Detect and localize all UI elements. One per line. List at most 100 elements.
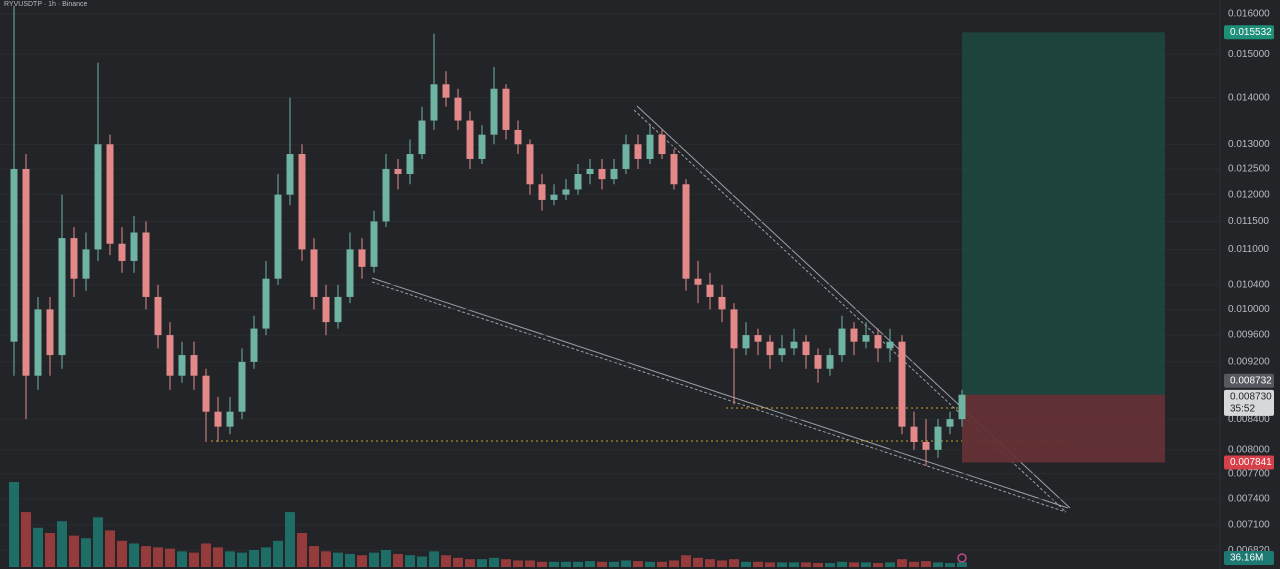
last-price-label: 0.008730 [1230,392,1272,403]
candle-body [742,335,750,349]
y-tick-label: 0.007700 [1228,469,1270,480]
volume-bar [225,551,235,567]
candle-body [574,174,582,190]
volume-bar [621,560,631,567]
candle-body [226,411,234,427]
volume-bar [957,562,967,567]
candle-body [754,335,762,342]
stop-label-box [1224,455,1274,470]
volume-bar [669,560,679,567]
volume-bar [141,546,151,567]
candle-body [610,168,618,180]
candle-body [334,296,342,323]
volume-bar [57,521,67,567]
volume-bar [873,563,883,567]
candle-body [130,232,138,261]
candle-body [82,249,90,279]
volume-bar [369,552,379,567]
volume-bar [453,557,463,567]
candle-body [538,184,546,200]
candle-body [802,341,810,356]
take-profit-label: 0.015532 [1230,27,1272,38]
volume-bar [801,562,811,567]
volume-bar [549,561,559,567]
candle-body [634,144,642,159]
candle-body [190,355,198,376]
indicator-icon[interactable] [957,553,967,563]
volume-bar [297,533,307,567]
volume-bar [861,562,871,567]
symbol-header: RYVUSDTP · 1h · Binance [4,1,87,8]
y-tick-label: 0.009600 [1228,330,1270,341]
candle-body [34,309,42,376]
take-profit-label-box [1224,25,1274,40]
volume-label-box [1224,551,1274,565]
volume-bar [465,559,475,567]
candle-body [658,134,666,155]
candle-body [214,411,222,427]
candle-body [418,120,426,155]
candle-body [790,341,798,349]
y-tick-label: 0.007400 [1228,494,1270,505]
candle-body [238,361,246,412]
candle-body [46,309,54,356]
volume-bar [885,562,895,567]
y-tick-label: 0.008000 [1228,444,1270,455]
volume-bar [177,551,187,567]
candle-body [562,189,570,195]
volume-bar [273,540,283,567]
volume-bar [537,561,547,567]
candle-body [202,375,210,412]
y-tick-label: 0.014000 [1228,92,1270,103]
entry-label-box [1224,373,1274,388]
candle-body [22,168,30,376]
volume-bar [165,548,175,567]
candle-body [670,154,678,185]
candle-body [262,278,270,329]
volume-bar [813,563,823,567]
volume-bar [585,561,595,567]
y-tick-label: 0.016000 [1228,8,1270,19]
volume-bar [261,547,271,567]
candle-body [10,168,18,342]
candle-body [826,355,834,369]
candle-body [454,97,462,121]
candle-body [70,238,78,279]
volume-bar [93,517,103,567]
volume-bar [945,563,955,567]
candle-body [886,341,894,349]
volume-bar [933,562,943,567]
candle-body [514,129,522,145]
volume-bar [489,557,499,567]
volume-bar [285,512,295,567]
volume-bar [597,561,607,567]
volume-bar [645,561,655,567]
candle-body [586,168,594,175]
candle-body [766,341,774,356]
volume-bar [69,535,79,567]
candle-body [874,335,882,349]
candle-body [178,355,186,376]
candle-body [910,426,918,443]
volume-bar [105,530,115,567]
candle-body [142,232,150,297]
candle-body [862,335,870,342]
trendline [371,281,1067,513]
candle-body [250,328,258,362]
candle-body [106,144,114,244]
volume-bar [789,562,799,567]
volume-bar [237,552,247,567]
candle-body [502,88,510,130]
candle-body [922,442,930,450]
volume-bar [21,512,31,567]
volume-bar [921,561,931,567]
candle-body [118,243,126,261]
volume-bar [9,482,19,567]
candle-body [274,194,282,279]
candle-body [358,249,366,267]
volume-bar [249,550,259,567]
volume-bar [825,563,835,567]
candle-body [394,168,402,175]
